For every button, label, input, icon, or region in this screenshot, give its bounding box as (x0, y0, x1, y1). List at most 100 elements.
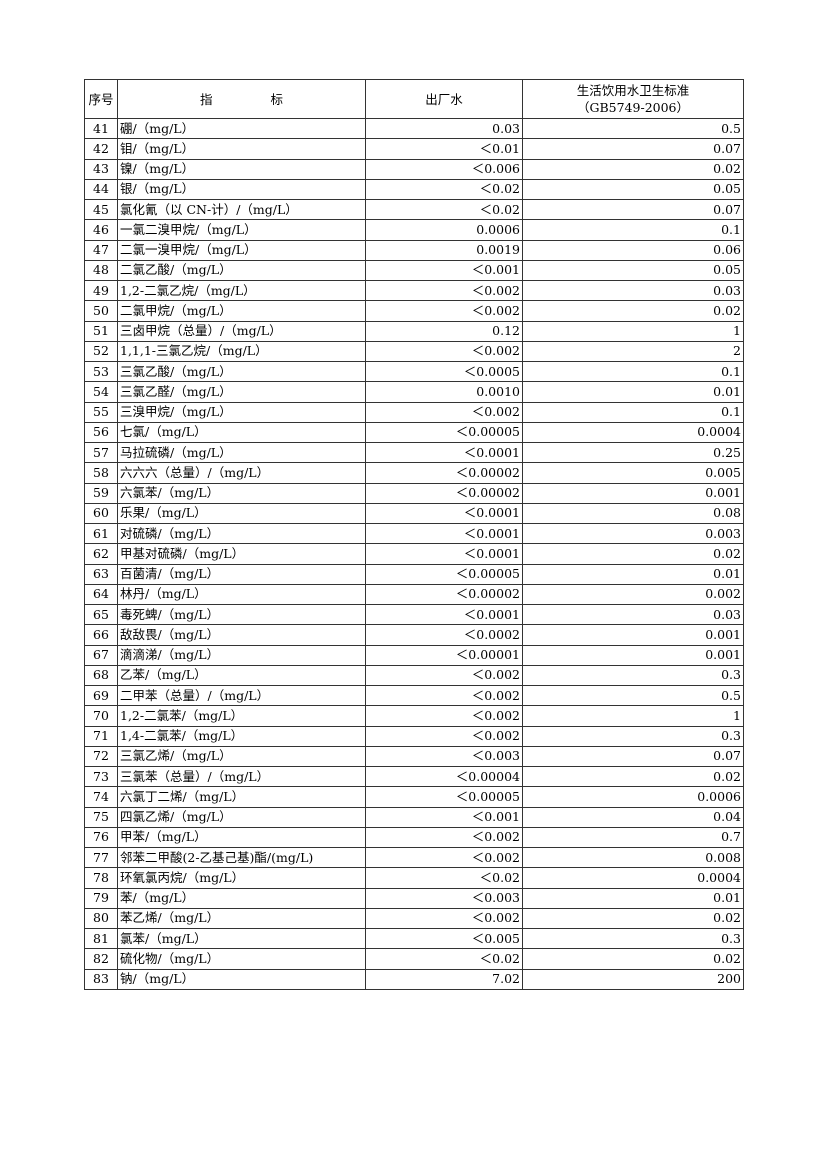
row-number: 58 (84, 462, 118, 484)
standard-limit: 2 (522, 340, 744, 363)
standard-limit: 0.008 (522, 846, 744, 869)
row-number: 49 (84, 279, 118, 302)
row-number: 76 (84, 826, 118, 849)
standard-limit: 0.3 (522, 664, 744, 687)
row-number: 80 (84, 907, 118, 930)
factory-water-value: ＜0.02 (365, 198, 523, 221)
table-row: 83 钠/（mg/L） 7.02 200 (84, 968, 744, 990)
row-number: 70 (84, 705, 118, 727)
row-number: 73 (84, 765, 118, 788)
row-number: 45 (84, 198, 118, 221)
factory-water-value: ＜0.00002 (365, 462, 523, 484)
indicator-name: 硫化物/（mg/L） (117, 948, 366, 970)
factory-water-value: ＜0.00005 (365, 786, 523, 808)
indicator-name: 三氯苯（总量）/（mg/L） (117, 765, 366, 788)
factory-water-value: 0.03 (365, 117, 523, 140)
table-row: 75 四氯乙烯/（mg/L） ＜0.001 0.04 (84, 806, 744, 828)
row-number: 81 (84, 927, 118, 950)
standard-limit: 0.05 (522, 178, 744, 201)
indicator-name: 1,4-二氯苯/（mg/L） (117, 725, 366, 747)
table-row: 70 1,2-二氯苯/（mg/L） ＜0.002 1 (84, 705, 744, 727)
table-row: 47 二氯一溴甲烷/（mg/L） 0.0019 0.06 (84, 239, 744, 261)
indicator-name: 钠/（mg/L） (117, 968, 366, 990)
factory-water-value: 0.12 (365, 320, 523, 342)
header-standard-line2: （GB5749-2006） (576, 100, 690, 115)
factory-water-value: ＜0.01 (365, 138, 523, 160)
standard-limit: 200 (522, 968, 744, 990)
table-row: 78 环氧氯丙烷/（mg/L） ＜0.02 0.0004 (84, 867, 744, 889)
table-row: 67 滴滴涕/（mg/L） ＜0.00001 0.001 (84, 644, 744, 666)
row-number: 68 (84, 664, 118, 687)
standard-limit: 1 (522, 705, 744, 727)
water-quality-table: 序号 指 标 出厂水 生活饮用水卫生标准 （GB5749-2006） 41 硼/（… (84, 79, 744, 990)
indicator-name: 林丹/（mg/L） (117, 583, 366, 606)
indicator-name: 钼/（mg/L） (117, 138, 366, 160)
row-number: 78 (84, 867, 118, 889)
row-number: 64 (84, 583, 118, 606)
standard-limit: 0.001 (522, 624, 744, 646)
table-row: 66 敌敌畏/（mg/L） ＜0.0002 0.001 (84, 624, 744, 646)
factory-water-value: ＜0.0005 (365, 360, 523, 383)
indicator-name: 1,1,1-三氯乙烷/（mg/L） (117, 340, 366, 363)
factory-water-value: ＜0.003 (365, 887, 523, 909)
standard-limit: 0.05 (522, 259, 744, 282)
standard-limit: 0.02 (522, 907, 744, 930)
indicator-name: 三氯乙醛/（mg/L） (117, 381, 366, 403)
standard-limit: 0.1 (522, 219, 744, 241)
standard-limit: 0.02 (522, 765, 744, 788)
row-number: 65 (84, 603, 118, 626)
standard-limit: 0.06 (522, 239, 744, 261)
table-row: 43 镍/（mg/L） ＜0.006 0.02 (84, 158, 744, 180)
standard-limit: 0.001 (522, 644, 744, 666)
row-number: 41 (84, 117, 118, 140)
table-row: 46 一氯二溴甲烷/（mg/L） 0.0006 0.1 (84, 219, 744, 241)
indicator-name: 三溴甲烷/（mg/L） (117, 401, 366, 423)
indicator-name: 二氯乙酸/（mg/L） (117, 259, 366, 282)
factory-water-value: ＜0.001 (365, 259, 523, 282)
table-row: 79 苯/（mg/L） ＜0.003 0.01 (84, 887, 744, 909)
table-row: 62 甲基对硫磷/（mg/L） ＜0.0001 0.02 (84, 543, 744, 565)
table-row: 58 六六六（总量）/（mg/L） ＜0.00002 0.005 (84, 462, 744, 484)
factory-water-value: ＜0.00005 (365, 421, 523, 444)
standard-limit: 1 (522, 320, 744, 342)
row-number: 82 (84, 948, 118, 970)
factory-water-value: ＜0.006 (365, 158, 523, 180)
standard-limit: 0.003 (522, 522, 744, 545)
factory-water-value: ＜0.002 (365, 664, 523, 687)
indicator-name: 六氯丁二烯/（mg/L） (117, 786, 366, 808)
indicator-name: 苯/（mg/L） (117, 887, 366, 909)
row-number: 43 (84, 158, 118, 180)
table-row: 44 银/（mg/L） ＜0.02 0.05 (84, 178, 744, 201)
table-row: 72 三氯乙烯/（mg/L） ＜0.003 0.07 (84, 745, 744, 768)
standard-limit: 0.07 (522, 745, 744, 768)
row-number: 53 (84, 360, 118, 383)
table-row: 74 六氯丁二烯/（mg/L） ＜0.00005 0.0006 (84, 786, 744, 808)
row-number: 48 (84, 259, 118, 282)
indicator-name: 乙苯/（mg/L） (117, 664, 366, 687)
indicator-name: 六六六（总量）/（mg/L） (117, 462, 366, 484)
table-row: 48 二氯乙酸/（mg/L） ＜0.001 0.05 (84, 259, 744, 282)
factory-water-value: ＜0.002 (365, 907, 523, 930)
indicator-name: 甲苯/（mg/L） (117, 826, 366, 849)
indicator-name: 1,2-二氯乙烷/（mg/L） (117, 279, 366, 302)
standard-limit: 0.02 (522, 158, 744, 180)
standard-limit: 0.0004 (522, 421, 744, 444)
table-row: 45 氯化氰（以 CN-计）/（mg/L） ＜0.02 0.07 (84, 198, 744, 221)
standard-limit: 0.01 (522, 887, 744, 909)
factory-water-value: ＜0.0001 (365, 522, 523, 545)
standard-limit: 0.7 (522, 826, 744, 849)
standard-limit: 0.01 (522, 381, 744, 403)
row-number: 54 (84, 381, 118, 403)
indicator-name: 银/（mg/L） (117, 178, 366, 201)
factory-water-value: ＜0.0001 (365, 603, 523, 626)
table-row: 80 苯乙烯/（mg/L） ＜0.002 0.02 (84, 907, 744, 930)
factory-water-value: ＜0.0001 (365, 441, 523, 464)
standard-limit: 0.04 (522, 806, 744, 828)
standard-limit: 0.1 (522, 360, 744, 383)
indicator-name: 滴滴涕/（mg/L） (117, 644, 366, 666)
row-number: 79 (84, 887, 118, 909)
standard-limit: 0.02 (522, 543, 744, 565)
indicator-name: 乐果/（mg/L） (117, 502, 366, 525)
factory-water-value: ＜0.00004 (365, 765, 523, 788)
indicator-name: 氯苯/（mg/L） (117, 927, 366, 950)
